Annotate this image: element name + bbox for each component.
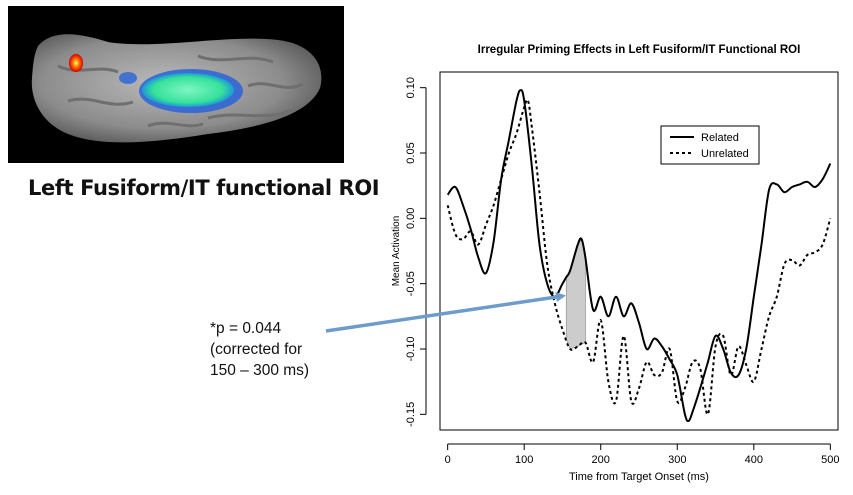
y-tick-label: 0.00 [405, 208, 417, 229]
series-line-related [446, 89, 832, 423]
x-tick-label: 0 [445, 454, 451, 466]
roi-label: Left Fusiform/IT functional ROI [28, 176, 380, 200]
annotation-line: 150 – 300 ms) [210, 362, 310, 379]
y-tick-label: -0.10 [405, 336, 417, 361]
chart-title: Irregular Priming Effects in Left Fusifo… [478, 44, 801, 56]
y-tick-label: 0.05 [405, 142, 417, 163]
brain-image [8, 6, 344, 163]
significance-shaded-region [565, 238, 586, 350]
x-tick-label: 300 [668, 454, 686, 466]
legend-entry-unrelated: Unrelated [701, 148, 749, 160]
x-tick-label: 400 [745, 454, 763, 466]
brain-surface-graphic [31, 34, 322, 143]
x-axis-label: Time from Target Onset (ms) [569, 471, 709, 483]
y-tick-label: -0.15 [405, 402, 417, 427]
x-tick-label: 500 [821, 454, 839, 466]
annotation-line: (corrected for [210, 341, 303, 358]
series-line-unrelated [446, 98, 832, 416]
y-tick-label: 0.10 [405, 77, 417, 98]
annotation-line: *p = 0.044 [210, 320, 282, 337]
x-tick-label: 200 [592, 454, 610, 466]
y-axis-label: Mean Activation [391, 216, 402, 287]
legend: Related Unrelated [660, 125, 760, 165]
significance-annotation: *p = 0.044 (corrected for 150 – 300 ms) [210, 318, 309, 381]
plot-frame [439, 71, 839, 431]
legend-box [660, 125, 760, 165]
x-tick-label: 100 [515, 454, 533, 466]
legend-entry-related: Related [701, 132, 739, 144]
y-tick-label: -0.05 [405, 271, 417, 296]
annotation-arrow [325, 292, 566, 333]
